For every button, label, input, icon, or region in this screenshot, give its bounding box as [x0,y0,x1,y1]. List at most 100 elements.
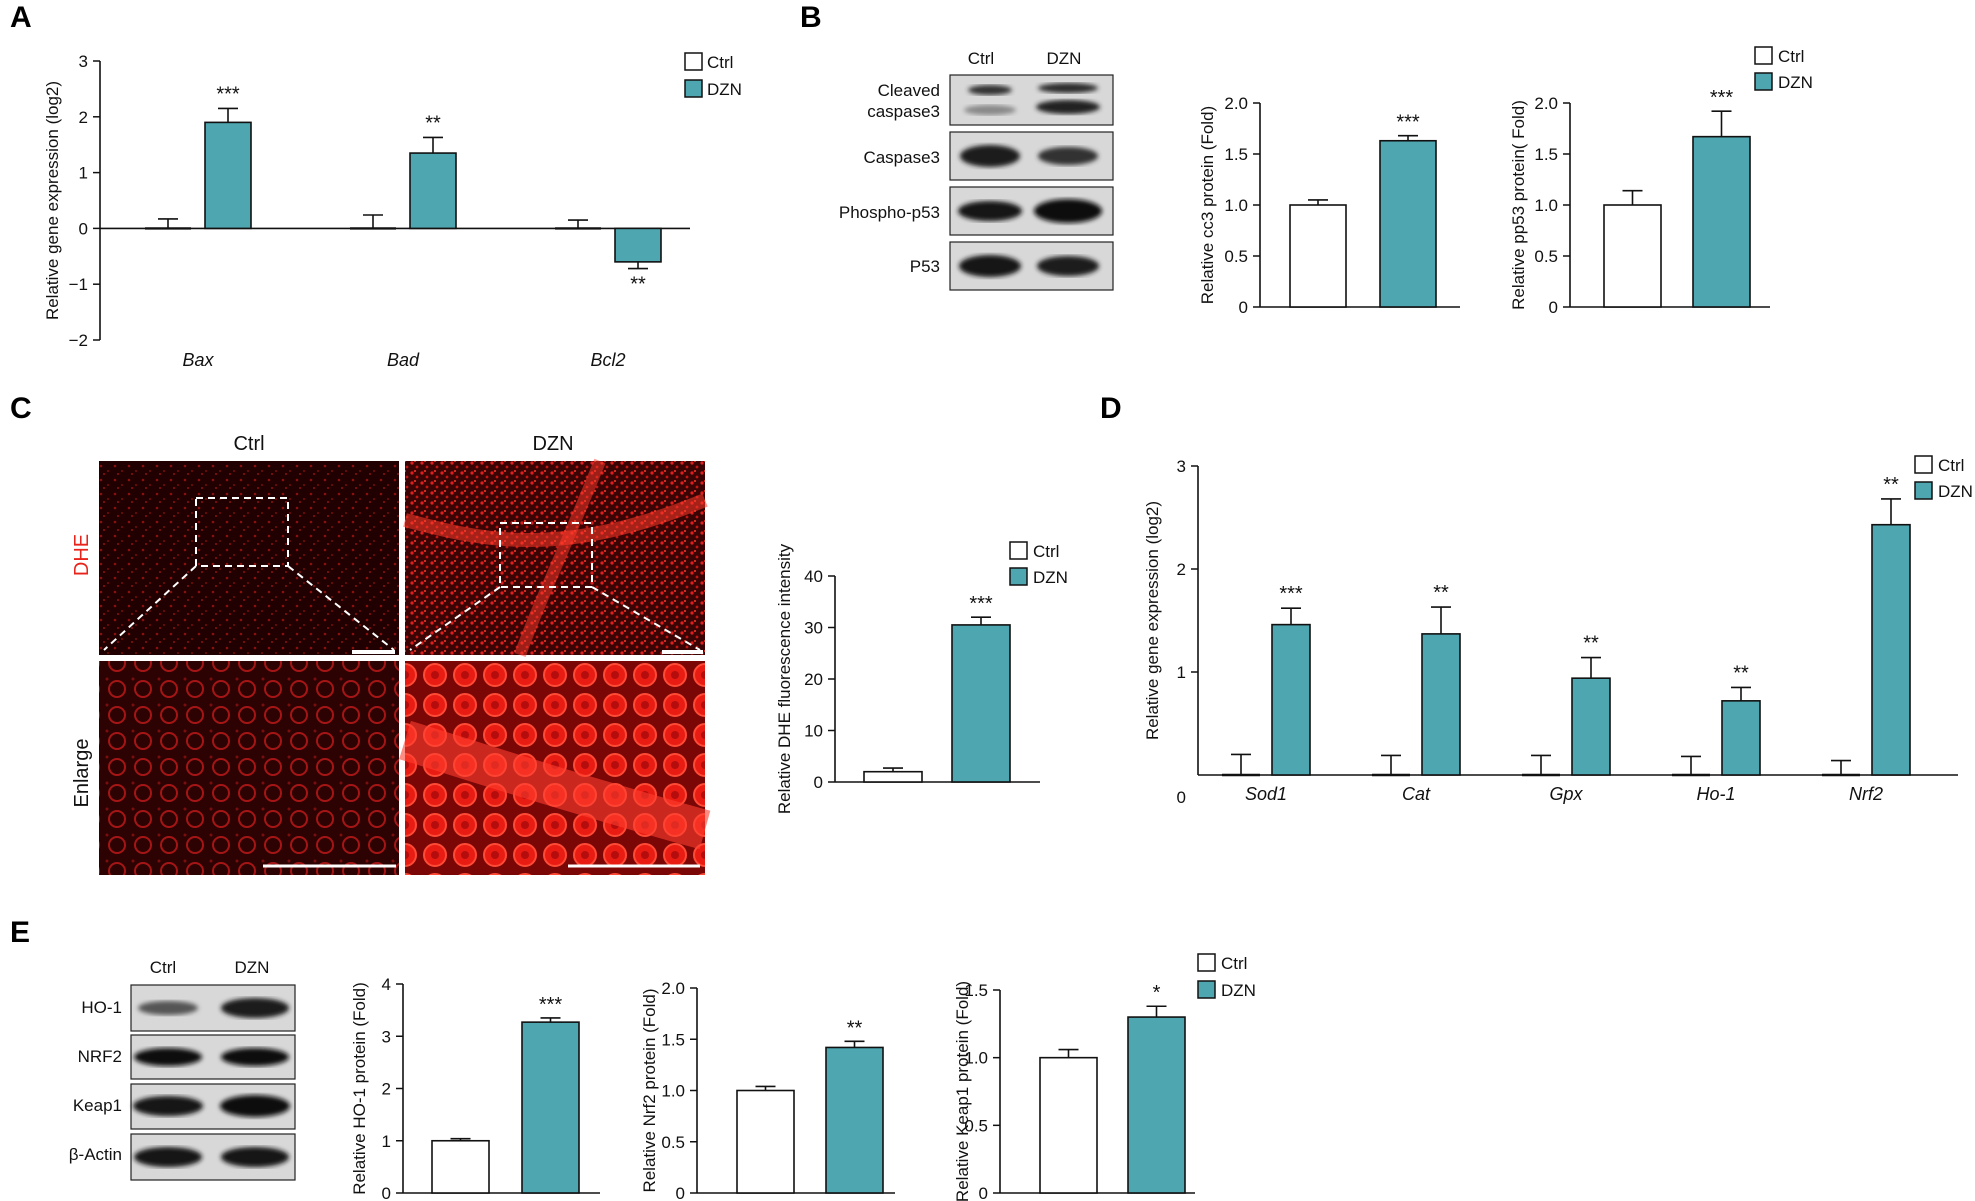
y-axis-label: Relative cc3 protein (Fold) [1198,106,1217,304]
bar [1271,623,1311,776]
tissue-strand [399,720,711,850]
blot-e-row-label: HO-1 [81,998,122,1017]
blot-band [221,1147,289,1167]
legend-label-ctrl: Ctrl [1033,542,1059,561]
y-tick-label: 1 [79,164,88,183]
y-tick-label: −2 [69,331,88,350]
bar [409,152,457,230]
zoom-box [499,522,593,588]
significance-label: ** [1883,474,1899,496]
x-tick-label: Bad [387,350,420,370]
blot-band [133,1096,203,1116]
significance-label: *** [1396,112,1420,134]
blot-band [1038,147,1098,165]
blot-b: Ctrl DZN Cleaved caspase3 Caspase3 Phosph… [839,49,1114,291]
legend-label-dzn: DZN [1938,482,1973,501]
tissue-strand [514,458,606,658]
significance-label: ** [1733,662,1749,684]
zoom-guide-line [103,565,197,651]
zoom-guide-line [591,586,701,651]
blot-b-row-label: Phospho-p53 [839,203,940,222]
significance-label: *** [539,994,563,1016]
legend-swatch-dzn [1197,980,1216,999]
y-tick-label: 1.5 [661,1030,685,1049]
x-tick-label: Gpx [1549,784,1583,804]
bar [1571,677,1611,776]
y-tick-label: 0.5 [1534,247,1558,266]
y-tick-label: 30 [804,619,823,638]
blot-strip [949,74,1114,126]
y-axis-label: Relative gene expression (log2) [1143,501,1162,740]
y-tick-label: 2 [1177,560,1186,579]
blot-band [1036,100,1100,114]
legend-label-dzn: DZN [707,80,742,99]
x-tick-label: Ho-1 [1696,784,1735,804]
y-tick-label: 0 [814,773,823,792]
legend-c: Ctrl DZN [1009,541,1068,587]
legend-swatch-dzn [1914,481,1933,500]
y-axis-label: Relative gene expression (log2) [43,81,62,320]
y-tick-label: 2 [382,1080,391,1099]
y-tick-label: 20 [804,670,823,689]
y-tick-label: 2.0 [1224,94,1248,113]
blot-band [958,201,1022,221]
bar [1039,1056,1098,1194]
panel-label-a: A [10,1,32,34]
legend-d: Ctrl DZN [1914,455,1973,501]
blot-e-row-label: Keap1 [73,1096,122,1115]
chart-b-pp53-protein: 0 0.5 1.0 1.5 2.0 Relative pp53 protein( Fold… [1509,87,1770,317]
y-tick-label: 0.5 [1224,247,1248,266]
legend-a: Ctrl DZN [684,52,742,99]
significance-label: ** [425,112,441,134]
significance-label: ** [1583,633,1599,655]
y-axis-label: Relative Keap1 protein (Fold) [953,981,972,1201]
bar [1692,135,1751,308]
y-tick-label: 0.5 [964,1116,988,1135]
zoom-box [195,497,289,567]
legend-e: Ctrl DZN [1197,953,1256,1000]
blot-band [960,145,1020,167]
y-tick-label: 0 [1549,298,1558,317]
bar [736,1089,795,1194]
panel-label-e: E [10,916,30,949]
y-tick-label: 1.0 [1534,196,1558,215]
panel-label-d: D [1100,392,1122,425]
blot-b-col-ctrl: Ctrl [968,49,994,68]
blot-band [220,1095,290,1117]
legend-swatch-ctrl [1754,46,1773,65]
legend-label-dzn: DZN [1778,73,1813,92]
y-tick-label: 2.0 [661,979,685,998]
legend-label-dzn: DZN [1221,981,1256,1000]
zoom-guide-line [287,565,395,651]
blot-b-col-dzn: DZN [1047,49,1082,68]
y-axis-label: Relative pp53 protein( Fold) [1509,100,1528,310]
blot-band [221,1048,289,1066]
bar [1421,633,1461,776]
y-axis-label: Relative HO-1 protein (Fold) [350,982,369,1195]
blot-e-row-label: NRF2 [78,1047,122,1066]
y-tick-label: 0 [1177,788,1186,807]
blot-band [221,998,289,1018]
blot-e: Ctrl DZN HO-1 NRF2 Keap1 β-Actin [69,958,296,1181]
blot-band [1038,83,1098,93]
y-tick-label: 2 [79,108,88,127]
significance-label: *** [1710,87,1734,109]
blot-b-row-label: Cleaved caspase3 [867,81,940,121]
blot-band [138,1001,198,1015]
bar [1721,700,1761,776]
y-tick-label: 1.5 [1224,145,1248,164]
legend-b: Ctrl DZN [1754,46,1813,92]
legend-label-ctrl: Ctrl [707,53,733,72]
y-tick-label: 0.5 [661,1133,685,1152]
chart-c-dhe-intensity: 0 10 20 30 40 Relative DHE fluorescence inten… [775,543,1040,814]
significance-label: *** [969,593,993,615]
legend-swatch-dzn [1754,72,1773,91]
blot-band [134,1048,202,1066]
legend-label-ctrl: Ctrl [1778,47,1804,66]
bar [1603,204,1662,308]
y-tick-label: 3 [79,52,88,71]
bar [1379,139,1437,308]
legend-swatch-dzn [684,79,703,98]
dhe-images: Ctrl DZN DHE Enlarge [71,433,711,875]
